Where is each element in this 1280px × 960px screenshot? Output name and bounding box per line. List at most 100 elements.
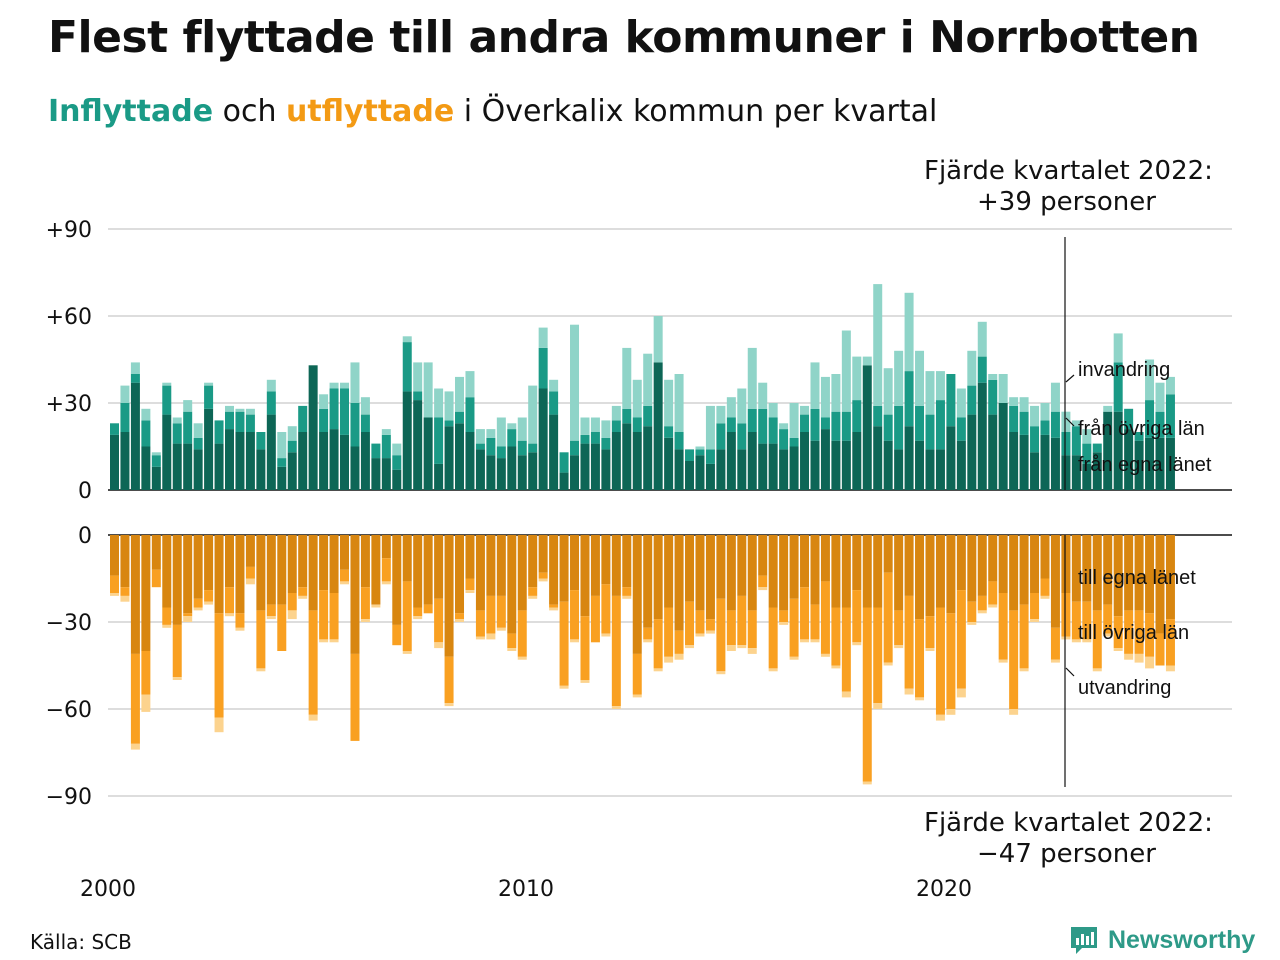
bar-in-own-county <box>1134 440 1144 490</box>
bar-in-immigration <box>726 397 736 418</box>
bar-out-own-county <box>1071 535 1081 602</box>
bar-out-own-county <box>789 535 799 599</box>
bar-in-immigration <box>674 374 684 432</box>
bar-out-emigration <box>1040 595 1050 599</box>
bar-out-own-county <box>862 535 872 608</box>
bar-out-emigration <box>308 714 318 721</box>
bar-in-other-county <box>1040 420 1050 435</box>
bar-out-other-county <box>1145 613 1155 657</box>
bar-in-own-county <box>894 449 904 490</box>
bar-out-own-county <box>611 535 621 596</box>
bar-in-own-county <box>434 463 444 490</box>
bar-in-immigration <box>538 327 548 348</box>
bar-out-emigration <box>1103 633 1113 637</box>
bar-in-own-county <box>360 432 370 490</box>
bar-out-other-county <box>204 590 214 602</box>
bar-in-other-county <box>517 440 527 456</box>
subtitle-inflyttade: Inflyttade <box>48 94 214 129</box>
bar-in-other-county <box>810 408 820 441</box>
bar-out-emigration <box>455 619 465 622</box>
bar-out-other-county <box>350 653 360 741</box>
bar-in-other-county <box>538 347 548 389</box>
bar-out-other-county <box>392 624 402 646</box>
bar-out-own-county <box>1082 535 1092 602</box>
bar-in-own-county <box>465 432 475 490</box>
bar-in-immigration <box>1165 376 1175 395</box>
bar-in-other-county <box>392 455 402 470</box>
bar-out-emigration <box>298 595 308 599</box>
bar-out-emigration <box>130 743 140 750</box>
bar-in-own-county <box>580 443 590 490</box>
bar-in-immigration <box>852 356 862 401</box>
bar-out-own-county <box>810 535 820 605</box>
bar-in-immigration <box>413 362 423 392</box>
newsworthy-logo: Newsworthy <box>1068 924 1255 956</box>
bar-out-emigration <box>1092 668 1102 672</box>
bar-in-immigration <box>130 362 140 374</box>
bar-in-own-county <box>653 362 663 490</box>
bar-in-own-county <box>789 446 799 490</box>
bar-out-own-county <box>1134 535 1144 611</box>
bar-in-other-county <box>1061 432 1071 456</box>
bar-out-emigration <box>643 639 653 643</box>
bar-in-immigration <box>883 368 893 415</box>
bar-in-other-county <box>695 449 705 456</box>
bar-out-own-county <box>820 535 830 582</box>
bar-in-own-county <box>423 417 433 490</box>
bar-out-other-county <box>245 566 255 579</box>
bar-in-other-county <box>1145 400 1155 438</box>
bar-out-other-county <box>1155 633 1165 666</box>
bar-in-immigration <box>862 356 872 366</box>
bar-in-own-county <box>120 432 130 490</box>
bar-in-own-county <box>664 437 674 490</box>
bar-out-other-county <box>716 598 726 672</box>
bar-in-own-county <box>141 446 151 490</box>
bar-in-immigration <box>340 382 350 389</box>
bar-out-own-county <box>381 535 391 559</box>
bar-in-own-county <box>225 429 234 490</box>
bar-in-other-county <box>329 388 339 430</box>
bar-out-other-county <box>130 653 140 744</box>
bar-out-other-county <box>967 601 977 622</box>
bar-out-other-county <box>685 601 695 646</box>
bar-in-other-county <box>204 385 214 409</box>
subtitle-och: och <box>213 94 286 129</box>
bar-out-other-county <box>820 581 830 654</box>
bar-out-other-county <box>1071 601 1081 640</box>
bar-in-immigration <box>423 362 433 418</box>
bar-in-own-county <box>674 449 684 490</box>
bar-out-own-county <box>664 535 674 608</box>
bar-out-other-county <box>873 607 883 704</box>
bar-in-other-county <box>570 440 580 456</box>
bar-out-other-county <box>988 581 998 605</box>
bar-in-immigration <box>204 382 214 386</box>
bar-in-own-county <box>496 458 506 490</box>
bar-out-other-county <box>925 616 935 649</box>
bar-out-own-county <box>873 535 883 608</box>
bar-out-emigration <box>820 653 830 657</box>
bar-out-own-county <box>486 535 496 596</box>
bar-out-own-county <box>915 535 925 620</box>
bar-out-own-county <box>1113 535 1123 617</box>
bar-out-other-county <box>120 587 130 596</box>
bar-out-emigration <box>862 781 872 785</box>
bar-out-other-county <box>570 590 580 640</box>
bar-in-immigration <box>1145 359 1155 401</box>
bar-in-immigration <box>580 417 590 435</box>
bar-out-own-county <box>590 535 600 596</box>
bar-in-own-county <box>528 452 538 490</box>
bar-in-other-county <box>768 417 778 444</box>
bar-in-immigration <box>653 316 663 363</box>
bar-out-emigration <box>214 717 224 733</box>
bar-out-emigration <box>486 633 496 640</box>
bar-out-emigration <box>1113 648 1123 651</box>
bar-in-own-county <box>266 414 276 490</box>
bar-in-other-county <box>486 437 496 456</box>
bar-in-immigration <box>695 446 705 450</box>
bar-out-other-county <box>1061 593 1071 637</box>
bar-out-other-county <box>183 613 193 617</box>
bar-in-immigration <box>507 423 517 430</box>
annotation-bottom: Fjärde kvartalet 2022: −47 personer <box>924 808 1213 870</box>
bar-out-other-county <box>308 610 318 715</box>
